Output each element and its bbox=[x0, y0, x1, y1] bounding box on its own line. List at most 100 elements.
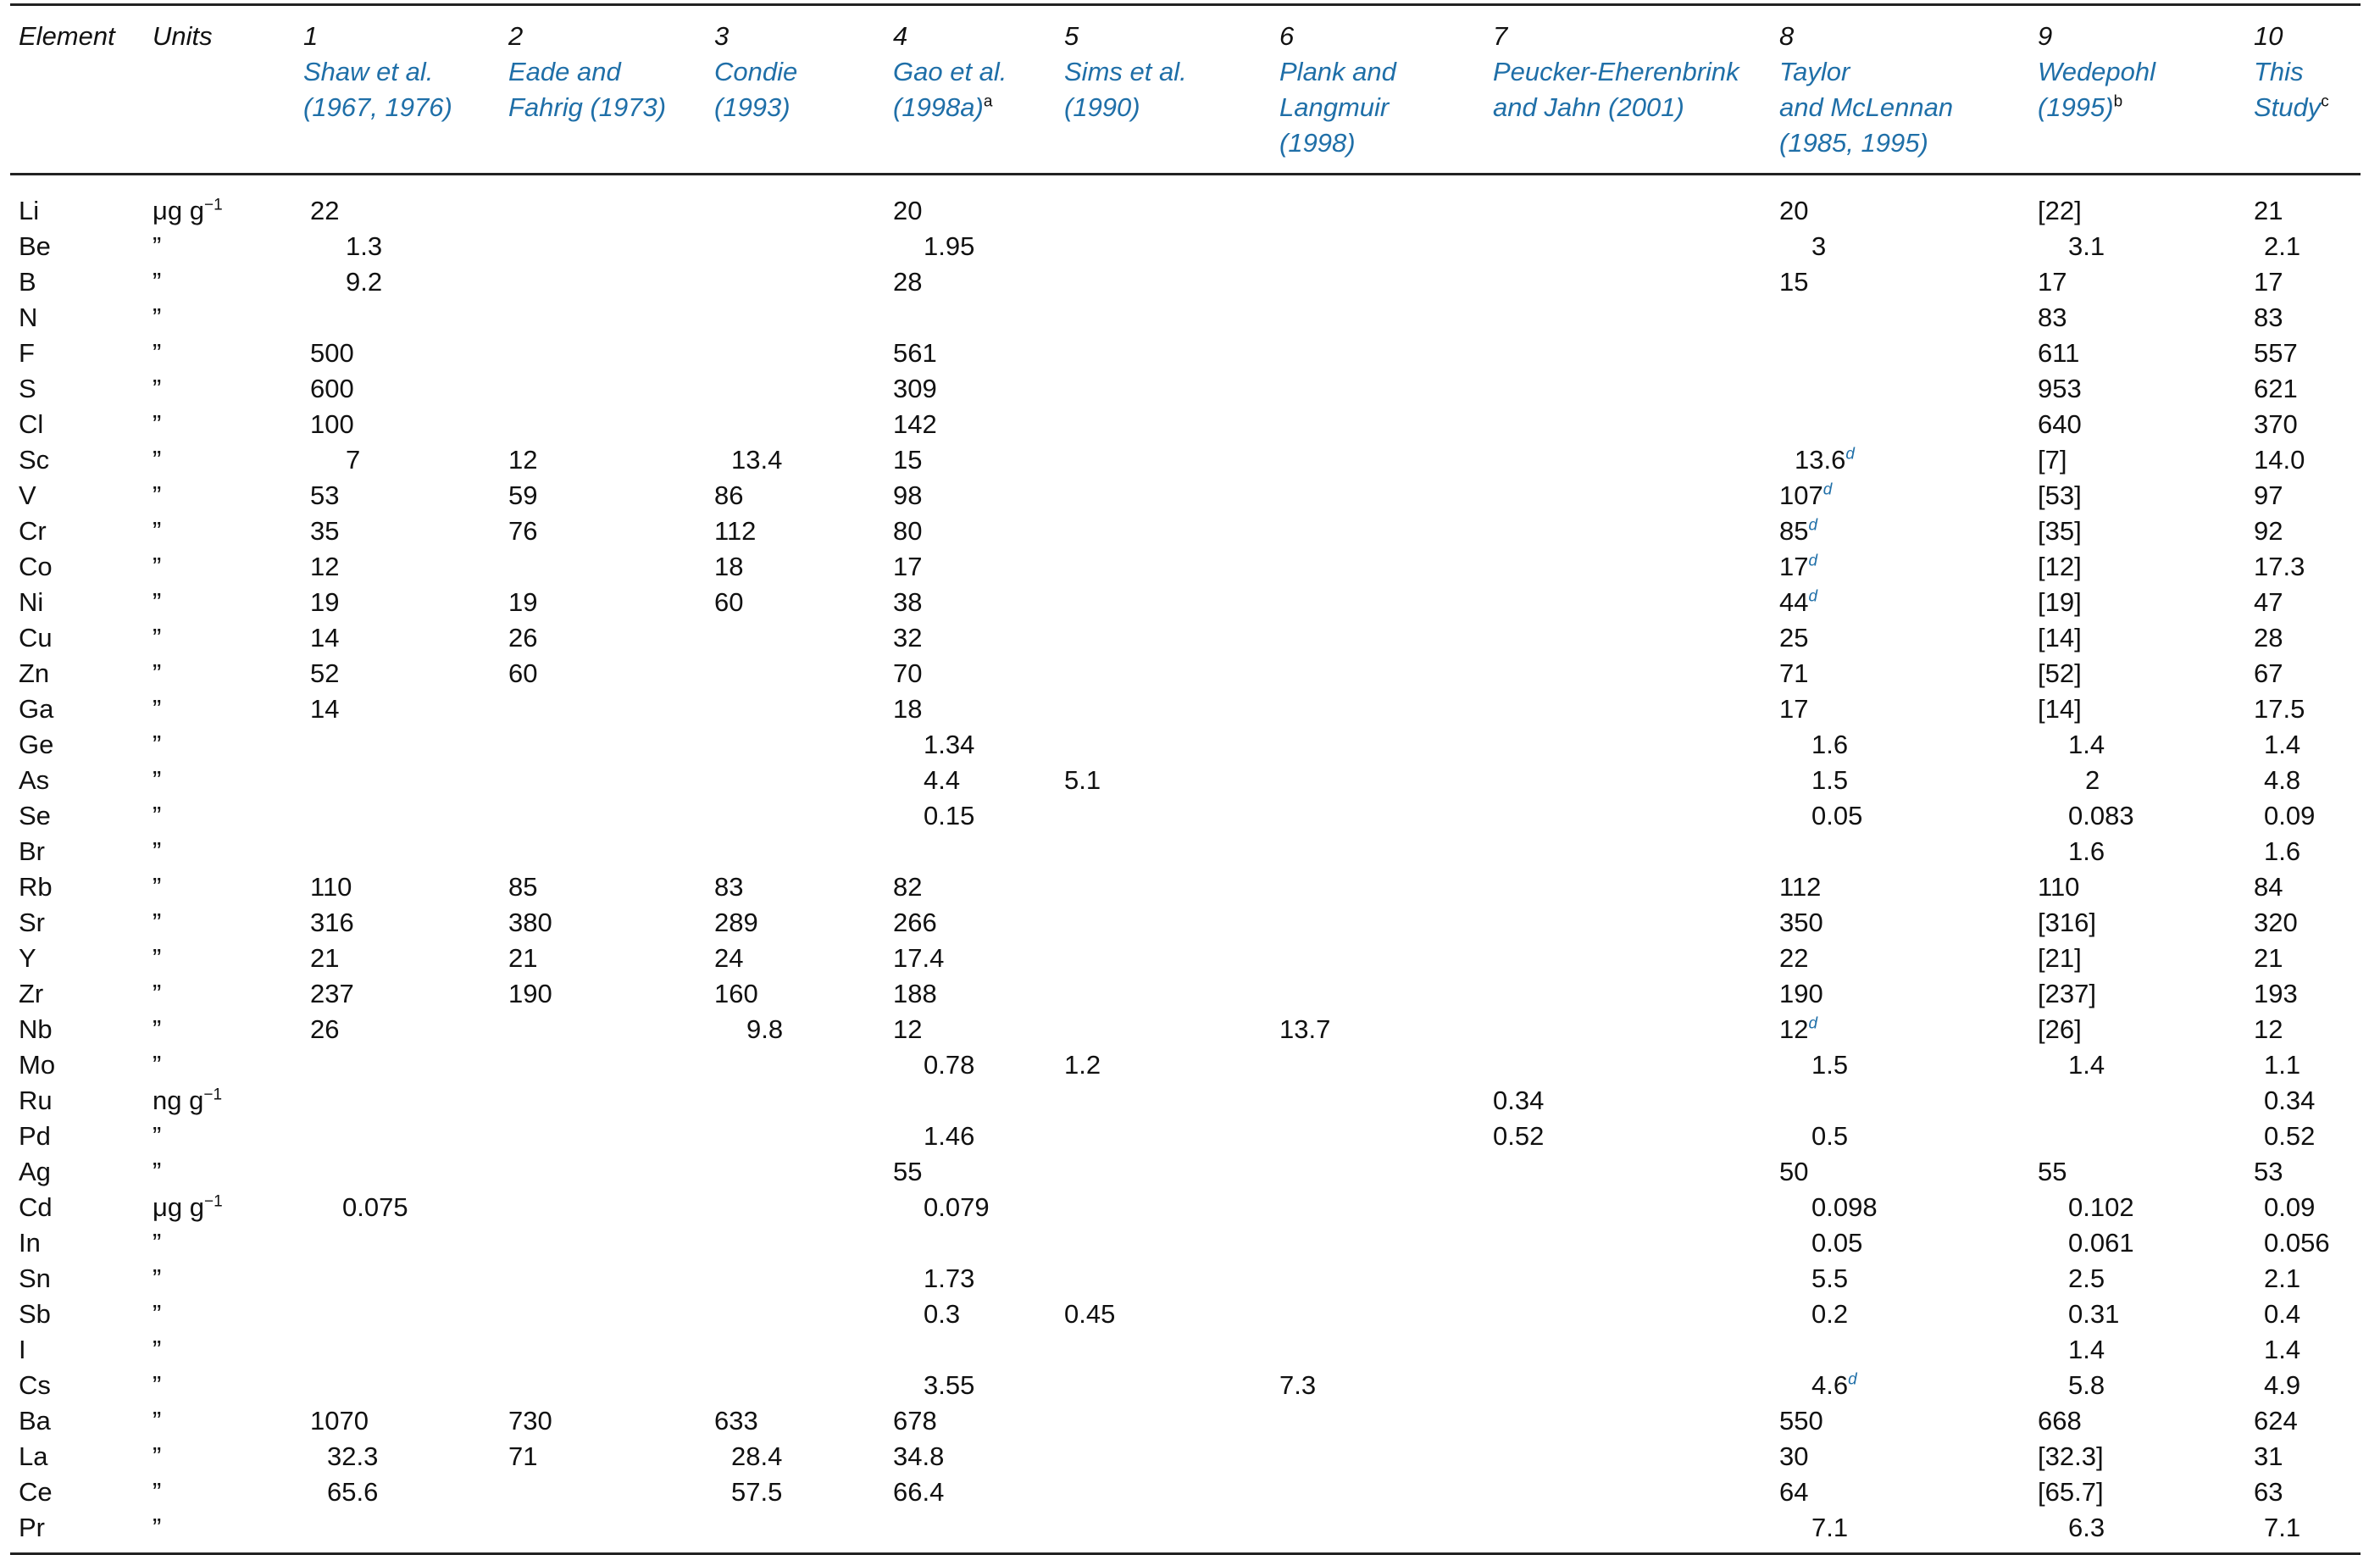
column-reference-line: and Jahn (2001) bbox=[1493, 92, 1684, 122]
unit-cell: ” bbox=[153, 1299, 162, 1329]
value-cell: 32 bbox=[893, 623, 923, 653]
column-reference-line: (1998a)a bbox=[893, 92, 993, 122]
value-cell: 953 bbox=[2038, 374, 2082, 403]
element-symbol: I bbox=[19, 1335, 26, 1364]
unit-cell: ” bbox=[153, 480, 162, 510]
value-cell: 1.5 bbox=[1811, 765, 1849, 795]
unit-cell: ” bbox=[153, 409, 162, 439]
value-cell: 64 bbox=[1779, 1477, 1809, 1507]
value-cell: 193 bbox=[2254, 979, 2298, 1008]
element-symbol: Ni bbox=[19, 587, 44, 617]
value-cell: 21 bbox=[508, 943, 538, 973]
column-reference-line: This bbox=[2254, 57, 2304, 86]
column-reference-line: Gao et al. bbox=[893, 57, 1007, 86]
footnote-marker: d bbox=[1808, 516, 1818, 535]
element-symbol: Cd bbox=[19, 1192, 53, 1222]
unit-cell: ” bbox=[153, 1370, 162, 1400]
element-symbol: Cu bbox=[19, 623, 53, 653]
value-cell: 678 bbox=[893, 1406, 937, 1436]
column-number: 7 bbox=[1493, 21, 1508, 51]
value-cell: 71 bbox=[508, 1441, 538, 1471]
value-cell: 15 bbox=[1779, 267, 1809, 297]
column-header-5: 5 Sims et al. (1990) bbox=[1064, 19, 1187, 125]
table-row: Sn ” 1.73 5.5 2.5 2.1 bbox=[0, 1261, 2380, 1297]
table-row: S ” 600 309 953 621 bbox=[0, 371, 2380, 407]
value-cell: 1.95 bbox=[924, 231, 975, 261]
element-symbol: Pr bbox=[19, 1513, 45, 1542]
value-cell: 12 bbox=[2254, 1014, 2283, 1044]
value-cell: 0.34 bbox=[1493, 1086, 1545, 1115]
value-cell: 12 bbox=[893, 1014, 923, 1044]
value-cell: 31 bbox=[2254, 1441, 2283, 1471]
value-cell: 160 bbox=[714, 979, 758, 1008]
unit-cell: ” bbox=[153, 1513, 162, 1542]
value-cell: 7 bbox=[346, 445, 361, 475]
table-row: N ” 83 83 bbox=[0, 300, 2380, 336]
table-row: Ag ” 55 50 55 53 bbox=[0, 1154, 2380, 1190]
element-symbol: As bbox=[19, 765, 50, 795]
unit-cell: ” bbox=[153, 1441, 162, 1471]
value-cell: 7.1 bbox=[2264, 1513, 2301, 1542]
element-symbol: B bbox=[19, 267, 36, 297]
value-cell: 0.098 bbox=[1811, 1192, 1878, 1222]
element-symbol: Sn bbox=[19, 1263, 51, 1293]
value-cell: 34.8 bbox=[893, 1441, 945, 1471]
value-cell: 350 bbox=[1779, 908, 1823, 937]
value-cell: 0.102 bbox=[2068, 1192, 2134, 1222]
value-cell: 0.079 bbox=[924, 1192, 990, 1222]
element-symbol: Sr bbox=[19, 908, 45, 937]
value-cell: 22 bbox=[310, 196, 340, 225]
unit-cell: ” bbox=[153, 979, 162, 1008]
unit-cell: ” bbox=[153, 1014, 162, 1044]
column-header-8: 8 Taylor and McLennan (1985, 1995) bbox=[1779, 19, 1953, 161]
value-cell: 65.6 bbox=[327, 1477, 379, 1507]
value-cell: 316 bbox=[310, 908, 354, 937]
table-row: Pd ” 1.46 0.52 0.5 0.52 bbox=[0, 1119, 2380, 1154]
element-symbol: Nb bbox=[19, 1014, 53, 1044]
unit-cell: ” bbox=[153, 872, 162, 902]
value-cell: 9.2 bbox=[346, 267, 383, 297]
value-cell: 30 bbox=[1779, 1441, 1809, 1471]
value-cell: 3 bbox=[1811, 231, 1827, 261]
element-symbol: Co bbox=[19, 552, 53, 581]
value-cell: 1.46 bbox=[924, 1121, 975, 1151]
value-cell: 1.6 bbox=[2068, 836, 2105, 866]
value-cell: 0.09 bbox=[2264, 801, 2316, 830]
column-reference-line: (1993) bbox=[714, 92, 791, 122]
table-row: F ” 500 561 611 557 bbox=[0, 336, 2380, 371]
unit-cell: ” bbox=[153, 231, 162, 261]
value-cell: 7.3 bbox=[1279, 1370, 1317, 1400]
column-reference-line: Plank and bbox=[1279, 57, 1396, 86]
element-symbol: Mo bbox=[19, 1050, 56, 1080]
value-cell: [316] bbox=[2038, 908, 2096, 937]
value-cell: 3.1 bbox=[2068, 231, 2105, 261]
unit-cell: ” bbox=[153, 1335, 162, 1364]
value-cell: 0.05 bbox=[1811, 1228, 1863, 1258]
unit-cell: ” bbox=[153, 801, 162, 830]
table-row: Ge ” 1.34 1.6 1.4 1.4 bbox=[0, 727, 2380, 763]
value-cell: 1.6 bbox=[2264, 836, 2301, 866]
value-cell: 26 bbox=[310, 1014, 340, 1044]
value-cell: 1.4 bbox=[2068, 1335, 2105, 1364]
value-cell: 0.09 bbox=[2264, 1192, 2316, 1222]
column-number: 5 bbox=[1064, 21, 1079, 51]
table-row: Br ” 1.6 1.6 bbox=[0, 834, 2380, 869]
value-cell: 83 bbox=[2254, 303, 2283, 332]
value-cell: 0.52 bbox=[1493, 1121, 1545, 1151]
value-cell: 730 bbox=[508, 1406, 552, 1436]
value-cell: 1.6 bbox=[1811, 730, 1849, 759]
value-cell: [65.7] bbox=[2038, 1477, 2104, 1507]
value-cell: 84 bbox=[2254, 872, 2283, 902]
column-number: 8 bbox=[1779, 21, 1795, 51]
value-cell: 21 bbox=[2254, 196, 2283, 225]
column-reference-line: Condie bbox=[714, 57, 798, 86]
column-reference-line: Peucker-Eherenbrink bbox=[1493, 57, 1739, 86]
value-cell: 112 bbox=[714, 516, 757, 546]
element-symbol: In bbox=[19, 1228, 41, 1258]
column-reference-line: Studyc bbox=[2254, 92, 2329, 122]
value-cell: 624 bbox=[2254, 1406, 2298, 1436]
unit-cell: ” bbox=[153, 1263, 162, 1293]
value-cell: 320 bbox=[2254, 908, 2298, 937]
column-number: 3 bbox=[714, 21, 730, 51]
